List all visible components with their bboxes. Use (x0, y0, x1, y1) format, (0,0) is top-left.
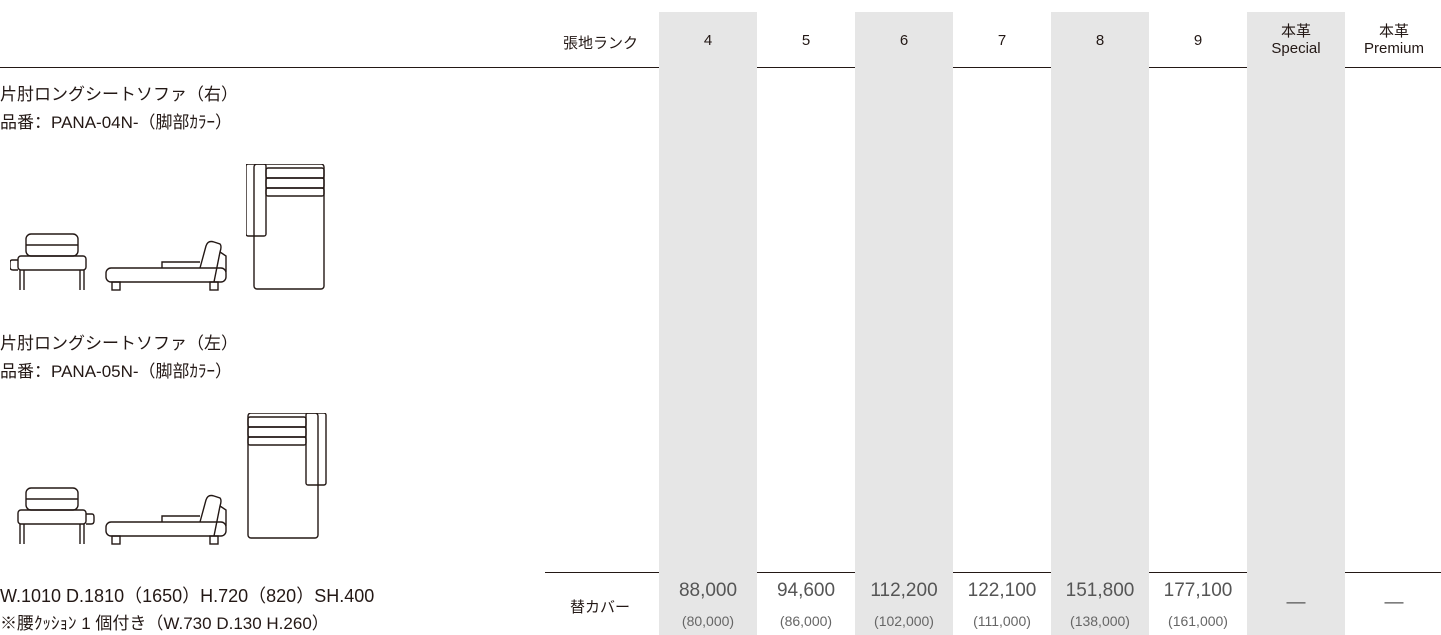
sofa-top-left (247, 413, 327, 539)
shaded-column (855, 12, 953, 635)
price: 112,200 (870, 580, 938, 601)
sofa-side-right (105, 240, 227, 291)
base-price: (86,000) (779, 613, 833, 629)
shaded-column (1051, 12, 1149, 635)
shaded-column (659, 12, 757, 635)
column-header: 4 (703, 32, 713, 49)
sofa-top-right (246, 164, 325, 290)
sofa-front-left (17, 487, 95, 545)
sofa-front-right (10, 233, 87, 291)
base-price: (138,000) (1070, 613, 1130, 629)
price: 177,100 (1163, 580, 1233, 601)
column-header: 5 (801, 32, 811, 49)
price: 151,800 (1065, 580, 1135, 601)
product-name: 片肘ロングシートソファ（左） (0, 334, 238, 353)
column-header: 本革 (1280, 23, 1311, 40)
column-header: 本革 (1378, 23, 1409, 40)
product-code: 品番：PANA-05N-（脚部ｶﾗｰ） (0, 362, 233, 381)
price: 122,100 (967, 580, 1037, 601)
column-header: 6 (899, 32, 909, 49)
column-header: 8 (1095, 32, 1105, 49)
column-header: 9 (1193, 32, 1203, 49)
column-header: 7 (997, 32, 1007, 49)
cushion-note: ※腰ｸｯｼｮﾝ 1 個付き（W.730 D.130 H.260） (0, 614, 329, 633)
base-price: (111,000) (973, 613, 1031, 629)
price: — (1384, 592, 1404, 613)
product-name: 片肘ロングシートソファ（右） (0, 85, 238, 104)
base-price: (161,000) (1168, 613, 1228, 629)
shaded-column (1247, 12, 1345, 635)
sofa-side-left (105, 494, 227, 545)
column-header: Premium (1363, 40, 1424, 57)
base-price: (80,000) (681, 613, 735, 629)
price: 88,000 (678, 580, 738, 601)
price: — (1286, 592, 1306, 613)
size-spec: W.1010 D.1810（1650）H.720（820）SH.400 (0, 586, 375, 606)
rank-label: 張地ランク (563, 35, 639, 52)
price-rule (545, 572, 1441, 573)
column-header: Special (1271, 40, 1321, 57)
product-code: 品番：PANA-04N-（脚部ｶﾗｰ） (0, 113, 233, 132)
cover-label: 替カバー (570, 599, 631, 616)
base-price: (102,000) (874, 613, 934, 629)
price: 94,600 (776, 580, 836, 601)
